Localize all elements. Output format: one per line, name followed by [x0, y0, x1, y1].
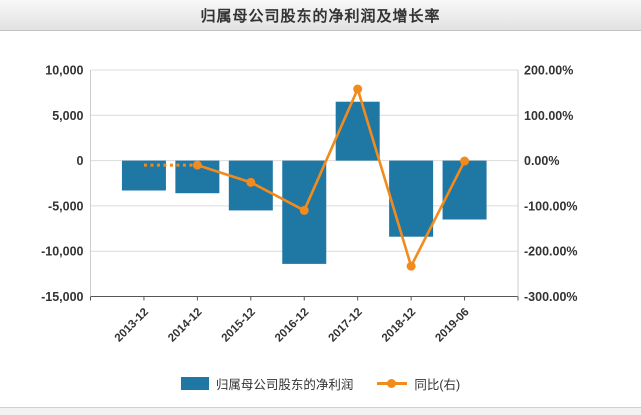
x-axis-label: 2013-12 [113, 306, 151, 344]
trend-line [196, 87, 466, 268]
x-axis-label: 2019-06 [433, 306, 471, 344]
trend-marker [406, 261, 416, 271]
right-axis-label: -200.00% [524, 245, 578, 259]
bar [335, 101, 380, 161]
right-axis-label: 100.00% [524, 109, 573, 123]
x-axis-label: 2015-12 [220, 306, 258, 344]
bar-series-label: 归属母公司股东的净利润 [215, 377, 354, 392]
bar [389, 160, 434, 237]
bottom-divider [0, 407, 641, 415]
net-profit-growth-chart: 10,000 5,000 0 -5,000 -10,000 -15,000 200.00% 1… [41, 64, 578, 345]
left-axis-label: 10,000 [45, 64, 83, 78]
right-axis-label: 0.00% [524, 154, 559, 168]
trend-marker [299, 205, 309, 215]
left-axis-label: -5,000 [48, 199, 83, 213]
trend-marker [353, 84, 363, 94]
line-series-swatch-icon [377, 377, 408, 390]
bar-series-swatch-icon [180, 376, 209, 390]
legend-item-net-profit: 归属母公司股东的净利润 [180, 374, 354, 393]
x-axis-label: 2014-12 [166, 306, 204, 344]
line-series-label: 同比(右) [414, 377, 461, 392]
line-swatch-marker [387, 378, 397, 388]
chart-title-bar: 归属母公司股东的净利润及增长率 [0, 0, 641, 31]
trend-marker [460, 156, 470, 166]
chart-title: 归属母公司股东的净利润及增长率 [200, 7, 441, 25]
legend: 归属母公司股东的净利润 同比(右) [0, 373, 641, 393]
x-axis-label: 2018-12 [380, 306, 418, 344]
trend-marker [192, 160, 202, 170]
right-axis-label: 200.00% [524, 64, 573, 78]
x-axis-label: 2016-12 [273, 306, 311, 344]
left-axis-label: -15,000 [41, 290, 83, 304]
left-axis-label: 0 [77, 154, 84, 168]
trend-marker [246, 177, 256, 187]
legend-item-yoy: 同比(右) [377, 374, 460, 393]
left-axis-label: 5,000 [52, 109, 83, 123]
x-axis-label: 2017-12 [326, 306, 364, 344]
right-axis-label: -100.00% [524, 199, 578, 213]
left-axis-label: -10,000 [41, 245, 83, 259]
right-axis-label: -300.00% [524, 290, 578, 304]
